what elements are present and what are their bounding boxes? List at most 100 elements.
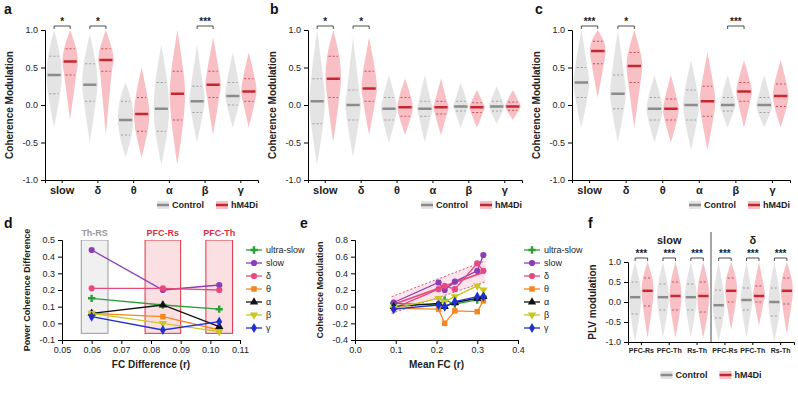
quartile-line — [760, 112, 769, 113]
tick: 0.11 — [232, 340, 249, 355]
point — [216, 287, 222, 293]
tick-label: 0.4 — [512, 345, 525, 355]
median-line — [698, 295, 708, 298]
legend-marker — [529, 286, 534, 291]
tick-mark — [361, 180, 362, 183]
violin-series — [309, 30, 504, 165]
legend-swatch — [661, 371, 673, 379]
violin — [657, 262, 669, 338]
legend-swatch — [748, 201, 760, 209]
panel: a-1.0-0.50.00.51.0slowδθαβγCoherence Mod… — [4, 1, 259, 210]
violin — [46, 30, 61, 128]
legend-item: Control — [157, 200, 204, 210]
tick-label: -1.0 — [285, 175, 301, 185]
tick: 0.10 — [202, 340, 220, 355]
tick-label: 0.09 — [172, 345, 190, 355]
tick-mark — [624, 322, 628, 323]
median-line — [207, 84, 220, 87]
quartile-line — [703, 116, 712, 117]
violin — [642, 262, 654, 338]
point — [89, 285, 95, 291]
median-line — [575, 81, 588, 84]
median-line — [418, 108, 431, 111]
quartile-line — [672, 282, 679, 283]
tick-mark — [58, 307, 62, 308]
tick-mark — [62, 340, 63, 344]
axis: 0.00.10.20.30.4 — [349, 340, 525, 355]
quartile-line — [492, 111, 501, 112]
violin — [505, 90, 520, 120]
median-line — [311, 100, 324, 103]
point — [216, 305, 223, 312]
tick-label: 1.0 — [288, 25, 301, 35]
quartile-line — [739, 82, 748, 83]
legend-label: β — [544, 310, 549, 320]
quartile-line — [783, 304, 790, 305]
tick-label: -0.5 — [285, 138, 301, 148]
tick-label: 1.0 — [608, 257, 621, 267]
tick-mark — [97, 180, 98, 183]
legend-swatch-line — [157, 204, 169, 207]
panel-label: e — [300, 215, 308, 231]
group-label: slow — [657, 234, 682, 246]
tick-mark — [624, 342, 628, 343]
series-line — [92, 250, 220, 290]
median-line — [506, 105, 519, 108]
median-line — [242, 90, 255, 93]
tick: 0.0 — [335, 302, 355, 312]
median-line — [721, 104, 734, 107]
sig-label: *** — [584, 16, 596, 27]
tick: 0.5 — [552, 63, 572, 73]
quartile-line — [384, 120, 393, 121]
violin — [629, 262, 641, 342]
axis-line — [573, 181, 791, 184]
line-series — [391, 298, 486, 326]
violin — [154, 45, 169, 165]
series-line — [394, 301, 484, 324]
quartile-line — [650, 97, 659, 98]
quartile-line — [666, 99, 675, 100]
quartile-line — [723, 111, 732, 112]
line-series — [89, 285, 223, 293]
axis-line — [309, 181, 523, 184]
quartile-line — [472, 112, 481, 113]
tick-label: slow — [50, 184, 75, 196]
violin — [753, 262, 765, 326]
quartile-line — [313, 123, 322, 124]
axis-line — [568, 31, 573, 181]
tick-label: 0.0 — [335, 302, 348, 312]
tick: 1.0 — [288, 25, 308, 35]
legend-item: δ — [524, 271, 549, 281]
tick-label: -0.5 — [605, 317, 621, 327]
point — [480, 252, 486, 258]
tick: 1.0 — [608, 257, 628, 267]
tick-mark — [624, 282, 628, 283]
median-line — [741, 299, 751, 302]
tick-label: 0.06 — [83, 345, 101, 355]
tick-label: PFC-Rs — [712, 347, 737, 354]
tick-mark — [41, 143, 45, 144]
tick-mark — [351, 257, 355, 258]
y-axis-title: Coherence Modulation — [267, 51, 278, 159]
quartile-line — [436, 101, 445, 102]
quartile-line — [173, 120, 182, 121]
median-line — [758, 104, 771, 107]
point — [475, 309, 480, 314]
quartile-line — [659, 310, 666, 311]
quartile-line — [739, 101, 748, 102]
tick: Rs-Th — [771, 342, 791, 354]
violin — [82, 34, 97, 143]
tick-mark — [181, 340, 182, 344]
quartile-line — [244, 101, 253, 102]
median-line — [191, 100, 204, 103]
tick-mark — [58, 340, 62, 341]
violin — [720, 75, 736, 128]
quartile-line — [776, 106, 785, 107]
median-line — [591, 50, 604, 53]
quartile-line — [329, 56, 338, 57]
quartile-line — [700, 282, 707, 283]
violin — [417, 75, 432, 143]
quartile-line — [50, 56, 59, 57]
median-line — [628, 65, 641, 68]
quartile-line — [728, 302, 735, 303]
